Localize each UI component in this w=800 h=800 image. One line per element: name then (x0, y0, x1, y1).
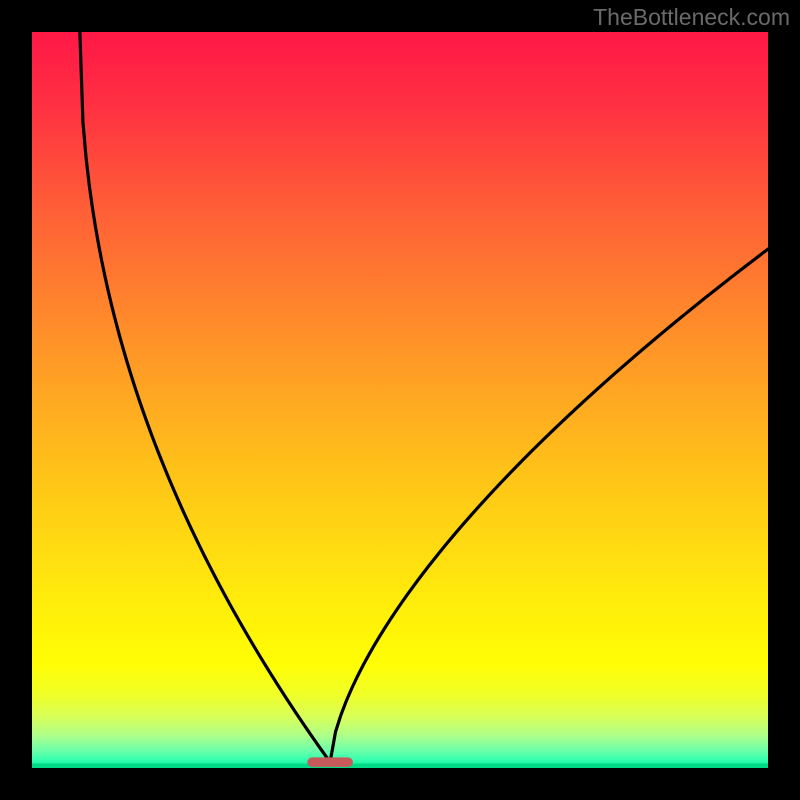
optimum-marker (307, 757, 353, 767)
watermark-text: TheBottleneck.com (593, 4, 790, 31)
bottleneck-chart (0, 0, 800, 800)
baseline-band (32, 764, 768, 768)
gradient-background (32, 32, 768, 768)
chart-container: TheBottleneck.com (0, 0, 800, 800)
